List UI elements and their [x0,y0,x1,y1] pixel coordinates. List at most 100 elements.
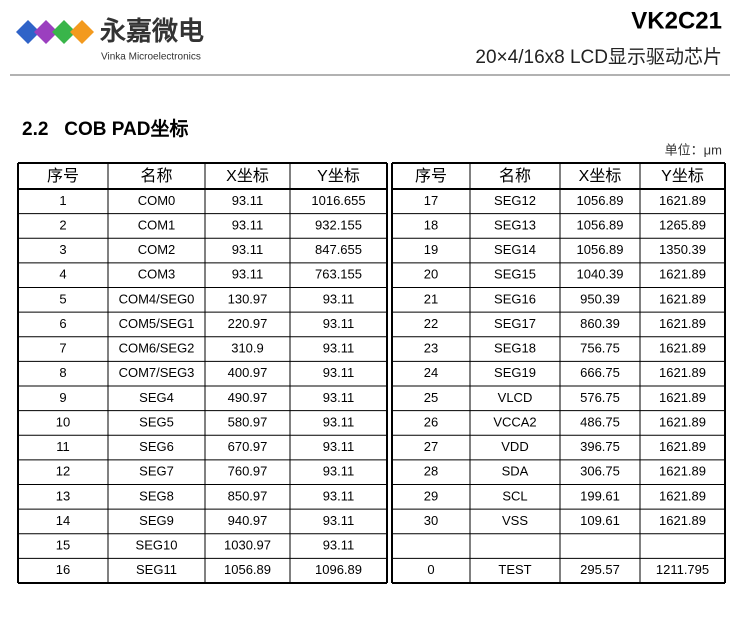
table-cell: 1 [59,193,66,208]
table-cell: 93.11 [323,439,355,454]
table-cell: 1621.89 [659,488,706,503]
table-cell: VDD [501,439,528,454]
table-cell: 1621.89 [659,464,706,479]
table-cell: 1211.795 [656,562,709,577]
table-cell: SEG11 [136,562,177,577]
table-cell: 1040.39 [577,267,624,282]
table-cell: SEG16 [494,291,536,306]
table-cell: 760.97 [228,464,268,479]
table-cell: 93.11 [323,390,355,405]
table-cell: 1016.655 [311,193,365,208]
table-cell: SEG12 [494,193,536,208]
table-cell: 24 [424,365,438,380]
column-header: X坐标 [579,167,622,185]
table-cell: SCL [502,488,527,503]
column-header: Y坐标 [317,167,360,185]
table-cell: 1621.89 [659,439,706,454]
table-cell: 1621.89 [659,193,706,208]
table-cell: 1265.89 [659,217,706,232]
table-cell: 7 [59,341,66,356]
table-cell: SEG10 [136,538,178,553]
table-cell: 23 [424,341,438,356]
table-cell: 93.11 [323,488,355,503]
table-cell: 295.57 [580,562,620,577]
table-cell: 1056.89 [577,193,624,208]
table-cell: 93.11 [232,242,264,257]
table-cell: 670.97 [228,439,268,454]
logo-diamond [34,20,58,44]
table-cell: 756.75 [580,341,620,356]
logo-diamond [70,20,94,44]
table-cell: SEG18 [494,341,536,356]
logo-diamond [16,20,40,44]
table-cell: VCCA2 [493,414,536,429]
table-cell: SEG14 [494,242,536,257]
logo-diamond [52,20,76,44]
table-cell: 93.11 [323,513,355,528]
table-cell: SDA [502,464,529,479]
table-cell: 1030.97 [224,538,271,553]
table-cell: 6 [59,316,66,331]
table-cell: 21 [424,291,438,306]
table-cell: 1621.89 [659,365,706,380]
table-cell: 850.97 [228,488,268,503]
table-cell: 16 [56,562,70,577]
table-cell: 14 [56,513,70,528]
table-cell: SEG8 [139,488,174,503]
table-cell: 22 [424,316,438,331]
table-cell: 93.11 [323,464,355,479]
table-cell: SEG17 [494,316,536,331]
table-cell: 1621.89 [659,316,706,331]
table-cell: 490.97 [228,390,268,405]
table-cell: 9 [59,390,66,405]
table-cell: 1056.89 [224,562,271,577]
table-cell: 0 [427,562,434,577]
table-cell: 576.75 [580,390,620,405]
table-cell: 93.11 [232,267,264,282]
model: VK2C21 [631,7,722,34]
table-cell: COM5/SEG1 [119,316,195,331]
table-cell: 1621.89 [659,267,706,282]
table-cell: 1621.89 [659,390,706,405]
table-cell: 20 [424,267,438,282]
table-cell: 4 [59,267,66,282]
table-cell: 11 [56,439,70,454]
table-cell: SEG7 [139,464,174,479]
table-cell: 306.75 [580,464,620,479]
table-cell: 580.97 [228,414,268,429]
table-cell: 1621.89 [659,341,706,356]
table-cell: 93.11 [323,538,355,553]
table-cell: 199.61 [580,488,620,503]
table-cell: COM2 [138,242,176,257]
column-header: 名称 [499,167,531,185]
column-header: 名称 [140,167,172,185]
table-cell: 10 [56,414,70,429]
table-cell: 2 [59,217,66,232]
table-cell: 847.655 [315,242,362,257]
table-cell: COM7/SEG3 [119,365,195,380]
table-cell: SEG15 [494,267,536,282]
table-cell: 29 [424,488,438,503]
table-cell: 17 [424,193,438,208]
table-cell: 940.97 [228,513,268,528]
table-cell: TEST [498,562,531,577]
table-cell: 93.11 [232,193,264,208]
table-cell: 93.11 [323,316,355,331]
table-cell: 93.11 [323,291,355,306]
table-cell: 130.97 [228,291,268,306]
table-cell: 950.39 [580,291,620,306]
table-cell: VLCD [498,390,533,405]
table-cell: COM1 [138,217,176,232]
table-cell: SEG4 [139,390,174,405]
table-cell: 1350.39 [659,242,706,257]
table-cell: SEG13 [494,217,536,232]
column-header: Y坐标 [661,167,704,185]
table-cell: 860.39 [580,316,620,331]
table-cell: 1056.89 [577,242,624,257]
table-cell: 396.75 [580,439,620,454]
section-title: 2.2 COB PAD坐标 [22,118,188,140]
column-header: 序号 [415,167,447,185]
table-cell: 1096.89 [315,562,362,577]
